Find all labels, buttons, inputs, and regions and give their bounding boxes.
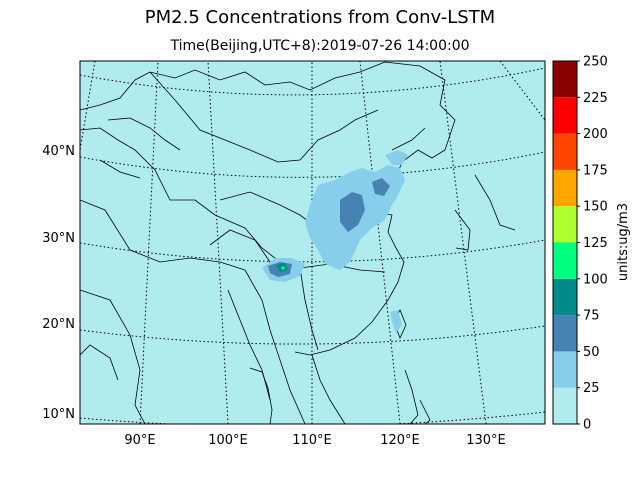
colorbar-segment <box>553 169 577 207</box>
colorbar-tick-label: 200 <box>583 127 608 142</box>
lon-tick-label: 130°E <box>466 433 506 448</box>
colorbar-segment <box>553 242 577 279</box>
lon-tick-label: 110°E <box>292 433 332 448</box>
lon-tick-label: 90°E <box>124 433 155 448</box>
lat-tick-label: 10°N <box>42 407 75 422</box>
colorbar-segment <box>553 97 577 134</box>
colorbar-label: units:ug/m3 <box>616 203 631 281</box>
colorbar-tick-label: 125 <box>583 236 608 251</box>
colorbar-segment <box>553 351 577 388</box>
colorbar-segment <box>553 278 577 316</box>
colorbar: 0 25 50 75 100 125 150 175 200 225 250 <box>552 55 608 433</box>
colorbar-tick-label: 50 <box>583 345 600 360</box>
colorbar-tick-label: 100 <box>583 272 608 287</box>
colorbar-tick-label: 250 <box>583 55 608 70</box>
figure-subtitle: Time(Beijing,UTC+8):2019-07-26 14:00:00 <box>170 38 470 54</box>
colorbar-segment <box>553 315 577 352</box>
colorbar-tick-label: 75 <box>583 309 600 324</box>
map-frame <box>79 60 546 425</box>
figure-title: PM2.5 Concentrations from Conv-LSTM <box>144 7 496 28</box>
colorbar-tick-label: 150 <box>583 200 608 215</box>
pm25-concentration-field <box>262 150 408 333</box>
colorbar-segment <box>553 206 577 243</box>
colorbar-segment <box>553 133 577 170</box>
lat-tick-label: 20°N <box>42 317 75 332</box>
lon-tick-label: 120°E <box>380 433 420 448</box>
colorbar-tick-label: 175 <box>583 163 608 178</box>
graticule-meridians <box>80 61 545 424</box>
lon-tick-label: 100°E <box>208 433 248 448</box>
lat-tick-label: 40°N <box>42 144 75 159</box>
coastlines-and-borders <box>80 61 516 424</box>
colorbar-tick-label: 0 <box>583 418 591 433</box>
colorbar-segment <box>553 61 577 98</box>
colorbar-segment <box>553 387 577 424</box>
colorbar-tick-label: 225 <box>583 91 608 106</box>
lat-tick-label: 30°N <box>42 231 75 246</box>
colorbar-tick-label: 25 <box>583 381 600 396</box>
